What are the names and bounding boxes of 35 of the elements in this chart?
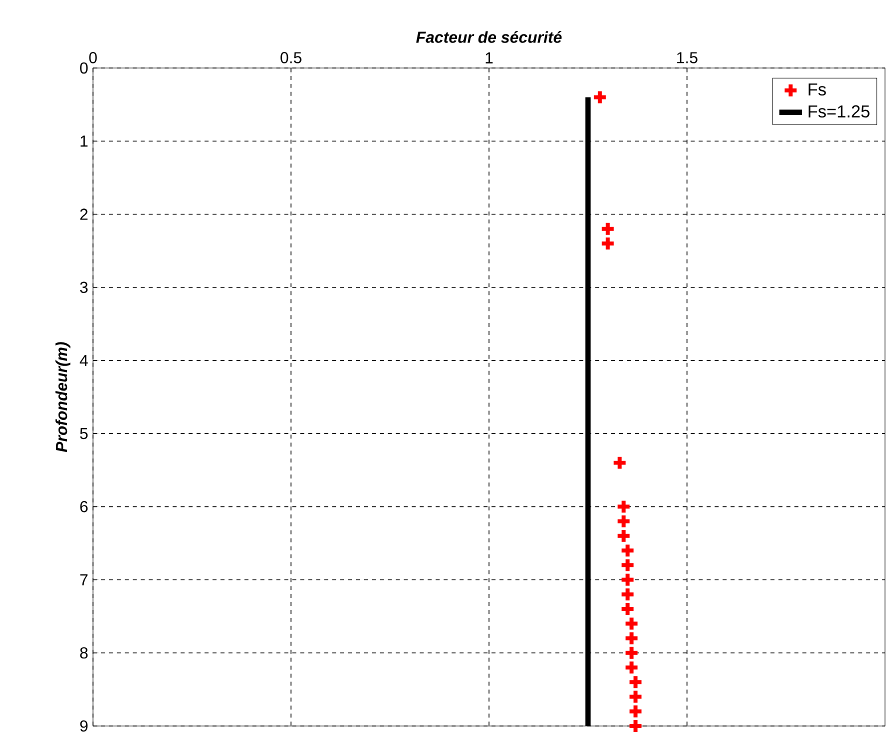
y-axis-title: Profondeur(m) <box>55 342 70 452</box>
point <box>628 688 644 705</box>
y-tick-label: 3 <box>80 282 88 293</box>
point <box>628 718 644 734</box>
point <box>612 454 628 471</box>
point <box>624 616 640 632</box>
point <box>592 89 608 106</box>
y-tick-label: 4 <box>80 354 88 366</box>
y-tick-label: 6 <box>80 501 88 512</box>
x-tick-label: 1.5 <box>677 52 698 64</box>
point <box>624 630 640 646</box>
y-tick-label: 8 <box>80 647 88 659</box>
legend-label: Fs <box>808 83 826 96</box>
x-axis-title: Facteur de sécurité <box>416 31 562 43</box>
y-tick-label: 9 <box>80 720 88 732</box>
x-tick-label: 1 <box>486 52 493 64</box>
x-tick-label: 0 <box>89 52 97 64</box>
point <box>628 703 644 720</box>
point <box>628 674 644 690</box>
point <box>620 557 636 574</box>
y-tick-label: 1 <box>80 136 88 147</box>
legend-label: Fs=1.25 <box>808 105 870 118</box>
y-tick-label: 2 <box>80 208 88 220</box>
y-tick-label: 0 <box>80 62 88 74</box>
x-tick-label: 0.5 <box>280 52 302 64</box>
point <box>600 220 616 237</box>
point <box>620 572 636 588</box>
point <box>624 644 640 661</box>
y-tick-label: 5 <box>80 428 88 440</box>
point <box>620 586 636 602</box>
point <box>616 513 632 530</box>
point <box>616 498 632 515</box>
point <box>600 236 616 252</box>
y-tick-label: 7 <box>80 574 88 586</box>
point <box>624 660 640 676</box>
